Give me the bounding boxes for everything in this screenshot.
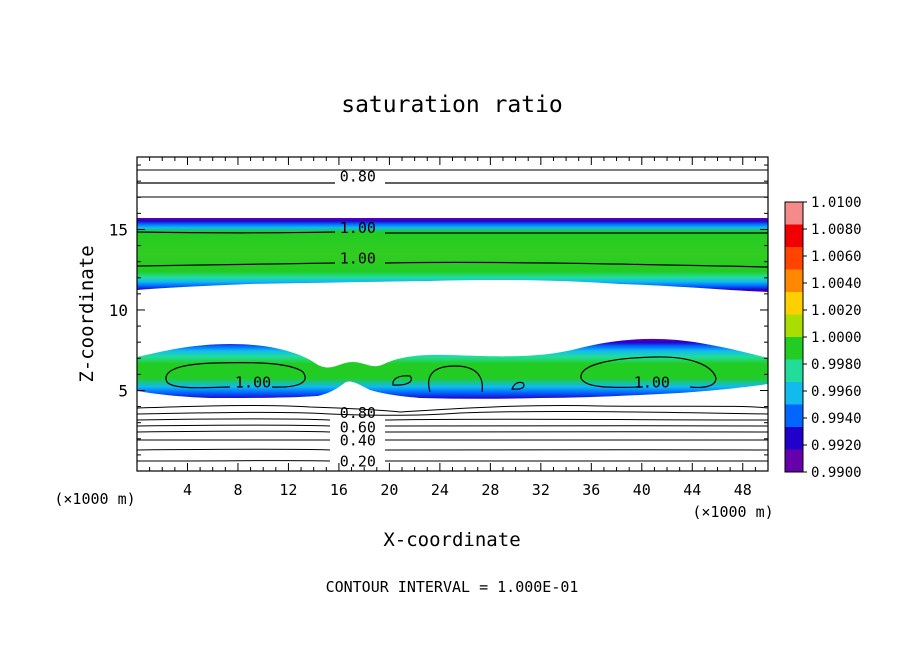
x-unit-label: (×1000 m) — [692, 503, 773, 521]
colorbar-label: 1.0100 — [811, 195, 862, 211]
colorbar-swatch — [785, 382, 803, 405]
upper-saturated-band — [137, 218, 768, 292]
colorbar-label: 0.9980 — [811, 357, 862, 373]
contour-lines — [137, 169, 768, 462]
x-axis-label: X-coordinate — [383, 529, 520, 551]
colorbar-swatch — [785, 314, 803, 338]
contour-label: 1.00 — [340, 249, 376, 267]
contour-label: 0.20 — [340, 452, 376, 470]
colorbar-swatch — [785, 202, 803, 225]
contour-label: 1.00 — [235, 373, 271, 391]
plot-frame — [136, 156, 769, 472]
contour-label: 0.40 — [340, 431, 376, 449]
contour-label: 0.80 — [340, 167, 376, 185]
contour-line-1.00-center-cell — [428, 365, 483, 393]
contour-line-1.00-right-cell — [580, 356, 717, 389]
colorbar-swatch — [785, 427, 803, 450]
y-tick-label: 5 — [118, 381, 128, 400]
x-tick-label: 32 — [532, 481, 550, 499]
x-tick-label: 48 — [734, 481, 752, 499]
colorbar-swatch — [785, 269, 803, 293]
x-tick-label: 36 — [582, 481, 600, 499]
contour-line-small-cell-b — [511, 381, 525, 390]
colorbar-swatch — [785, 247, 803, 270]
contour-labels: 0.801.001.001.00 1.000.800.600.400.20 — [235, 167, 670, 470]
x-tick-label: 44 — [683, 481, 701, 499]
colorbar-swatch — [785, 449, 803, 473]
colorbar-label: 1.0080 — [811, 222, 862, 238]
colorbar-swatch — [785, 404, 803, 428]
colorbar-label: 0.9900 — [811, 465, 862, 481]
x-tick-label: 8 — [233, 481, 242, 499]
y-axis-label: Z-coordinate — [76, 245, 98, 382]
colorbar-label: 1.0060 — [811, 249, 862, 265]
contour-line-small-cell-a — [392, 375, 413, 386]
x-tick-label: 40 — [633, 481, 651, 499]
colorbar-label: 1.0000 — [811, 330, 862, 346]
contour-label: 0.80 — [340, 404, 376, 422]
y-tick-label: 15 — [109, 220, 128, 239]
contour-label: 0.60 — [340, 419, 376, 437]
contour-line-1.00-lower — [137, 261, 768, 268]
y-tick-labels: 5 10 15 — [109, 220, 128, 400]
colorbar-label: 1.0040 — [811, 276, 862, 292]
x-tick-label: 4 — [183, 481, 192, 499]
contour-line-top-thin — [137, 169, 768, 198]
contour-label: 1.00 — [340, 219, 376, 237]
contour-line-1.00-left-cell — [165, 361, 306, 389]
colorbar-label: 1.0020 — [811, 303, 862, 319]
contour-interval-note: CONTOUR INTERVAL = 1.000E-01 — [326, 578, 579, 596]
contour-fill — [137, 218, 768, 399]
x-tick-label: 24 — [431, 481, 449, 499]
colorbar-swatch — [785, 224, 803, 248]
contour-label: 1.00 — [634, 373, 670, 391]
colorbar-swatch — [785, 292, 803, 315]
axis-ticks — [137, 157, 768, 471]
colorbar-label: 0.9920 — [811, 438, 862, 454]
x-tick-labels: 4 8 12 16 20 24 28 32 36 40 44 48 — [183, 481, 752, 499]
colorbar-label: 0.9940 — [811, 411, 862, 427]
colorbar-swatch — [785, 359, 803, 383]
x-tick-label: 20 — [380, 481, 398, 499]
colorbar: 1.0100 1.0080 1.0060 1.0040 1.0020 1.0000 0.99… — [784, 195, 862, 481]
lower-saturated-band — [137, 338, 768, 399]
x-tick-label: 28 — [481, 481, 499, 499]
y-tick-label: 10 — [109, 301, 128, 320]
x-tick-label: 16 — [330, 481, 348, 499]
x-tick-label: 12 — [279, 481, 297, 499]
y-unit-label: (×1000 m) — [54, 490, 135, 508]
colorbar-swatch — [785, 337, 803, 360]
colorbar-label: 0.9960 — [811, 384, 862, 400]
contour-lines-lower-stack — [137, 404, 768, 462]
chart-title: saturation ratio — [341, 92, 563, 118]
